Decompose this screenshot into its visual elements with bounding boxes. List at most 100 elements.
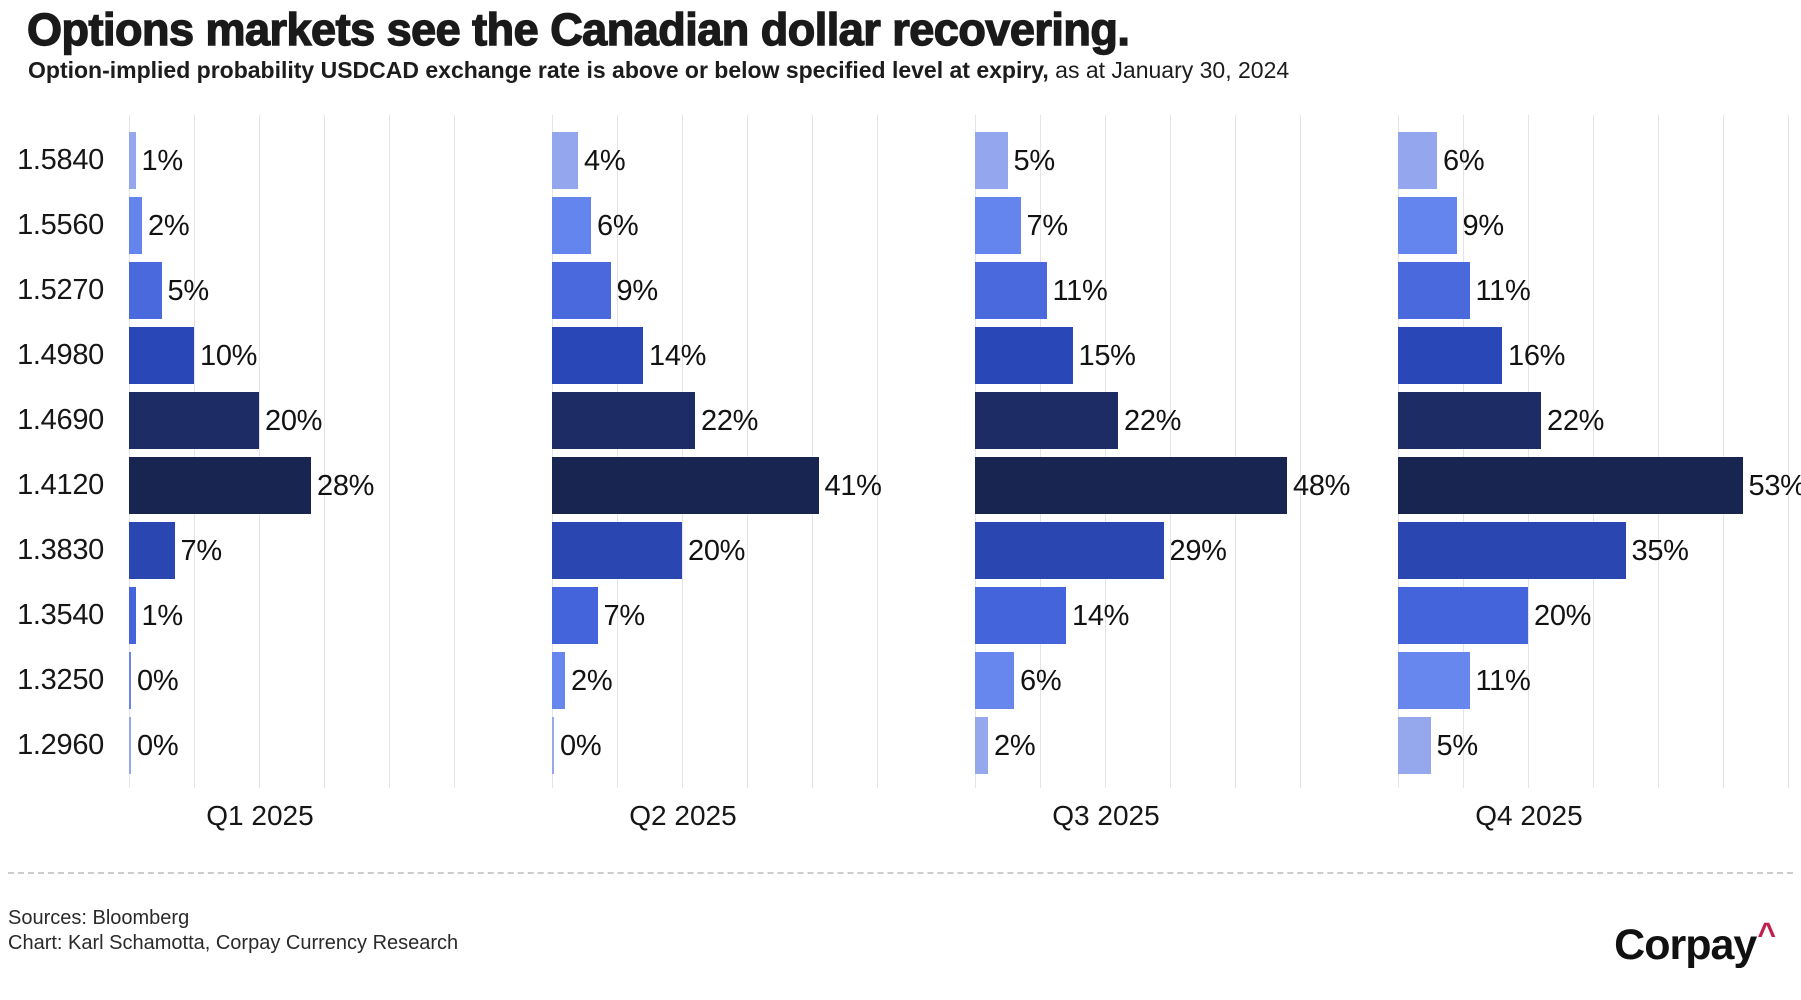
bar	[975, 587, 1066, 644]
bar-value-label: 2%	[148, 210, 190, 242]
gridline	[552, 115, 553, 788]
gridline	[1723, 115, 1724, 788]
bar	[975, 327, 1073, 384]
bar	[975, 392, 1118, 449]
bar	[129, 717, 131, 774]
bar	[975, 457, 1287, 514]
gridline	[1300, 115, 1301, 788]
bar-value-label: 11%	[1475, 275, 1531, 307]
gridline	[1235, 115, 1236, 788]
gridline	[682, 115, 683, 788]
chart-subtitle-main: Option-implied probability USDCAD exchan…	[28, 57, 1049, 83]
bar	[1398, 327, 1502, 384]
footer-divider	[8, 872, 1793, 874]
corpay-logo: Corpay^	[1614, 916, 1776, 970]
gridline	[617, 115, 618, 788]
bar	[552, 457, 819, 514]
y-axis-label: 1.3250	[17, 664, 104, 696]
bar	[1398, 652, 1470, 709]
bar-value-label: 0%	[560, 730, 602, 762]
bar-value-label: 41%	[824, 470, 882, 502]
bar-value-label: 15%	[1078, 340, 1136, 372]
bar	[552, 652, 565, 709]
y-axis-label: 1.4120	[17, 469, 104, 501]
bar	[552, 717, 554, 774]
bar	[1398, 262, 1470, 319]
bar	[1398, 392, 1541, 449]
bar	[552, 522, 682, 579]
bar-value-label: 7%	[1026, 210, 1069, 242]
gridline	[1040, 115, 1041, 788]
y-axis-label: 1.5270	[17, 274, 104, 306]
bar	[129, 262, 162, 319]
gridline	[1528, 115, 1529, 788]
bar-value-label: 2%	[994, 730, 1036, 762]
bar	[552, 392, 695, 449]
bar-value-label: 5%	[1436, 730, 1479, 762]
bar-value-label: 20%	[265, 405, 323, 437]
gridline	[747, 115, 748, 788]
gridline	[259, 115, 260, 788]
quarter-label: Q3 2025	[1052, 800, 1160, 831]
corpay-logo-text: Corpay	[1614, 921, 1757, 969]
bar-value-label: 7%	[180, 535, 223, 567]
bar-value-label: 20%	[688, 535, 746, 567]
bar-value-label: 0%	[137, 730, 179, 762]
bar-value-label: 9%	[1462, 210, 1505, 242]
bar-value-label: 14%	[1072, 600, 1130, 632]
bar	[552, 262, 611, 319]
bar	[975, 262, 1047, 319]
gridline	[1788, 115, 1789, 788]
bar	[975, 197, 1021, 254]
footer-credits: Sources: Bloomberg Chart: Karl Schamotta…	[8, 906, 458, 956]
bar	[1398, 197, 1457, 254]
chart-subtitle: Option-implied probability USDCAD exchan…	[28, 57, 1289, 84]
y-axis-label: 1.3540	[17, 599, 104, 631]
bar	[975, 717, 988, 774]
quarter-label: Q1 2025	[206, 800, 314, 831]
bar-value-label: 48%	[1293, 470, 1351, 502]
gridline	[877, 115, 878, 788]
bar-value-label: 29%	[1169, 535, 1227, 567]
gridline	[1170, 115, 1171, 788]
bar-value-label: 9%	[616, 275, 659, 307]
bar-value-label: 5%	[1013, 145, 1056, 177]
gridline	[812, 115, 813, 788]
bar-value-label: 16%	[1508, 340, 1566, 372]
chart-title: Options markets see the Canadian dollar …	[26, 3, 1130, 55]
bar	[975, 652, 1014, 709]
bar	[552, 132, 578, 189]
bar	[552, 197, 591, 254]
bar-value-label: 35%	[1631, 535, 1689, 567]
bar-value-label: 7%	[603, 600, 646, 632]
y-axis-label: 1.2960	[17, 729, 104, 761]
sources-text: Sources: Bloomberg	[8, 907, 190, 929]
bar	[129, 392, 259, 449]
y-axis-label: 1.3830	[17, 534, 104, 566]
bar	[552, 587, 598, 644]
bar-value-label: 1%	[141, 145, 184, 177]
bar-value-label: 5%	[167, 275, 210, 307]
bar	[975, 522, 1164, 579]
credit-text: Chart: Karl Schamotta, Corpay Currency R…	[8, 932, 459, 954]
chart-subtitle-date: as at January 30, 2024	[1048, 57, 1290, 83]
bar	[129, 457, 311, 514]
bar	[975, 132, 1008, 189]
bar	[129, 197, 142, 254]
quarter-label: Q4 2025	[1475, 800, 1583, 831]
bar-value-label: 22%	[701, 405, 759, 437]
bar	[1398, 457, 1743, 514]
bar	[1398, 132, 1437, 189]
y-axis-label: 1.5840	[17, 144, 104, 176]
gridline	[1398, 115, 1399, 788]
bar-value-label: 53%	[1748, 470, 1801, 502]
bar-chart: 1.5840 1.5560 1.5270 1.4980 1.4690 1.4120 1.38…	[17, 115, 1801, 831]
bar-value-label: 2%	[571, 665, 613, 697]
bar-value-label: 22%	[1124, 405, 1182, 437]
gridline	[1463, 115, 1464, 788]
quarter-label: Q2 2025	[629, 800, 737, 831]
bar-value-label: 11%	[1475, 665, 1531, 697]
bar	[129, 522, 175, 579]
bar-value-label: 20%	[1534, 600, 1592, 632]
